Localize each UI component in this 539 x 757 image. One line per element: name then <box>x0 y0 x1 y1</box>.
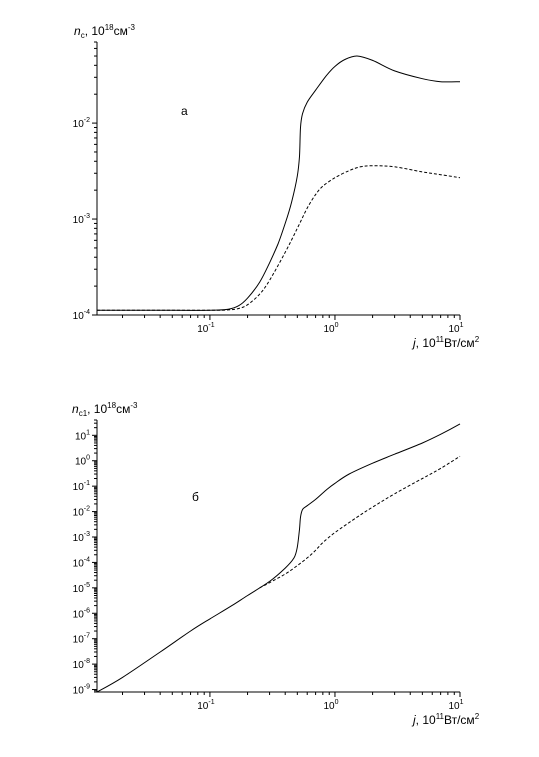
panel-a-y-tick-label: 10-3 <box>73 213 90 226</box>
panel-b-y-tick-label: 10-8 <box>73 658 90 671</box>
panel-b-y-tick-label: 10-4 <box>73 556 90 569</box>
panel-b-x-axis-title: j, 1011Вт/см2 <box>411 712 480 727</box>
panel-a-x-axis-title: j, 1011Вт/см2 <box>411 335 480 350</box>
panel-a-series-dashed <box>97 165 461 311</box>
panel-b-y-title-unit: см <box>116 402 130 416</box>
panel-a-y-title-sub: c <box>81 31 85 40</box>
panel-a-x-title-unit-sup: 2 <box>475 335 480 344</box>
panel-b-y-tick-label: 10-7 <box>73 633 90 646</box>
panel-a-y-title-unit-sup: -3 <box>128 23 136 32</box>
panel-b-x-tick-label: 10-1 <box>197 699 214 712</box>
panel-b-x-tick-label: 101 <box>448 699 463 712</box>
panel-a-y-title-mid: , 10 <box>85 24 105 38</box>
panel-b-x-title-unit: Вт/см <box>444 713 475 727</box>
panel-b-x-tick-label: 100 <box>323 699 338 712</box>
panel-a-x-title-sup: 11 <box>436 335 445 344</box>
panel-b-y-axis-title: nc1, 1018см-3 <box>72 401 138 418</box>
panel-b-y-title-sup: 18 <box>107 401 116 410</box>
panel-b-y-title-main: n <box>72 402 79 416</box>
panel-b-y-title-mid: , 10 <box>87 402 107 416</box>
panel-a-label: а <box>181 104 188 118</box>
panel-a-x-tick-label: 10-1 <box>197 322 214 335</box>
panel-b-y-tick-label: 100 <box>75 455 90 468</box>
panel-b-y-tick-label: 10-9 <box>73 684 90 697</box>
panel-b-x-title-unit-sup: 2 <box>475 712 480 721</box>
panel-a-y-axis-title: nc, 1018см-3 <box>74 23 136 40</box>
panel-b-y-tick-label: 10-3 <box>73 531 90 544</box>
panel-b: 10-1 100 101 10-910-810-710-610-510-410-31… <box>72 401 480 727</box>
panel-a-y-title-unit: см <box>114 24 128 38</box>
panel-b-y-tick-label: 10-2 <box>73 506 90 519</box>
panel-a-x-tick-label: 100 <box>323 322 338 335</box>
panel-a-x-title-unit: Вт/см <box>444 336 475 350</box>
panel-b-x-title-mid: , 10 <box>416 713 436 727</box>
panel-b-y-tick-label: 10-5 <box>73 582 90 595</box>
panel-b-series-dashed <box>259 455 461 589</box>
panel-a-x-title-main: j <box>411 336 416 350</box>
panel-b-y-ticks: 10-9 10-8 10-7 10-6 10-5 10-4 10-3 10-2 10-1 100 1… <box>73 419 97 697</box>
panel-b-y-title-sub: c1 <box>79 409 88 418</box>
panel-b-x-title-sup: 11 <box>436 712 445 721</box>
panel-a-x-ticks: 10-1 100 101 <box>122 315 464 335</box>
panel-b-y-title-unit-sup: -3 <box>130 401 138 410</box>
panel-a-y-title-sup: 18 <box>105 23 114 32</box>
panel-b-y-tick-label: 10-6 <box>73 607 90 620</box>
panel-a-y-title-main: n <box>74 24 81 38</box>
panel-a-y-tick-label: 10-2 <box>73 117 90 130</box>
panel-b-label: б <box>192 490 199 504</box>
panel-b-x-ticks: 10-1 100 101 <box>122 692 464 712</box>
panel-b-y-tick-label: 10-1 <box>73 480 90 493</box>
panel-a-series-solid <box>97 55 461 311</box>
panel-b-series-solid <box>96 423 461 693</box>
panel-a-y-tick-label: 10-4 <box>73 309 90 322</box>
panel-a-x-tick-label: 101 <box>448 322 463 335</box>
panel-a: 10-1 100 101 10-410-310-2 nc, 1018см-3 j, … <box>73 23 480 350</box>
panel-b-x-title-main: j <box>411 713 416 727</box>
panel-a-y-ticks: 10-4 10-3 10-2 <box>73 41 97 322</box>
panel-a-x-title-mid: , 10 <box>416 336 436 350</box>
panel-a-series <box>97 55 461 311</box>
panel-b-y-tick-label: 101 <box>75 429 90 442</box>
panel-b-series <box>96 423 461 693</box>
